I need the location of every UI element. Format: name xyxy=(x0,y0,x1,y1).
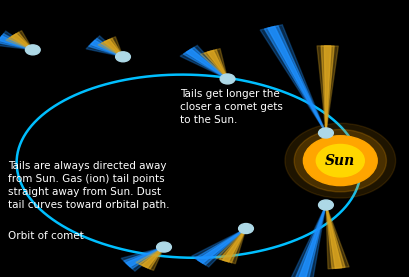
Polygon shape xyxy=(194,229,245,265)
Polygon shape xyxy=(180,45,227,79)
Polygon shape xyxy=(207,50,227,79)
Circle shape xyxy=(284,123,395,198)
Polygon shape xyxy=(124,247,164,269)
Circle shape xyxy=(303,136,376,186)
Polygon shape xyxy=(104,40,123,57)
Polygon shape xyxy=(183,47,227,79)
Polygon shape xyxy=(260,25,325,133)
Polygon shape xyxy=(324,46,330,133)
Polygon shape xyxy=(219,229,245,263)
Polygon shape xyxy=(6,31,33,50)
Polygon shape xyxy=(288,205,325,277)
Polygon shape xyxy=(222,229,245,262)
Polygon shape xyxy=(0,36,33,50)
Circle shape xyxy=(294,130,385,192)
Text: Sun: Sun xyxy=(324,154,355,168)
Polygon shape xyxy=(90,40,123,57)
Polygon shape xyxy=(200,48,227,79)
Circle shape xyxy=(156,242,171,252)
Polygon shape xyxy=(197,229,245,263)
Circle shape xyxy=(316,145,364,177)
Text: Tails get longer the
closer a comet gets
to the Sun.: Tails get longer the closer a comet gets… xyxy=(180,89,283,125)
Polygon shape xyxy=(135,247,164,270)
Circle shape xyxy=(238,224,253,234)
Polygon shape xyxy=(86,36,123,57)
Circle shape xyxy=(318,128,333,138)
Polygon shape xyxy=(320,46,333,133)
Polygon shape xyxy=(267,27,325,133)
Polygon shape xyxy=(9,32,33,50)
Polygon shape xyxy=(215,229,245,264)
Circle shape xyxy=(220,74,234,84)
Polygon shape xyxy=(325,205,344,268)
Polygon shape xyxy=(204,50,227,79)
Polygon shape xyxy=(11,34,33,50)
Polygon shape xyxy=(101,38,123,57)
Polygon shape xyxy=(0,34,33,50)
Polygon shape xyxy=(139,247,164,269)
Polygon shape xyxy=(98,37,123,57)
Polygon shape xyxy=(316,46,337,133)
Polygon shape xyxy=(186,49,227,79)
Polygon shape xyxy=(325,205,341,268)
Circle shape xyxy=(115,52,130,62)
Polygon shape xyxy=(0,31,33,50)
Polygon shape xyxy=(296,205,325,277)
Polygon shape xyxy=(121,247,164,271)
Polygon shape xyxy=(126,247,164,267)
Polygon shape xyxy=(191,229,245,267)
Polygon shape xyxy=(264,26,325,133)
Circle shape xyxy=(25,45,40,55)
Polygon shape xyxy=(292,205,325,277)
Circle shape xyxy=(318,200,333,210)
Polygon shape xyxy=(142,247,164,268)
Polygon shape xyxy=(88,39,123,57)
Polygon shape xyxy=(325,205,348,269)
Text: Orbit of comet: Orbit of comet xyxy=(8,231,84,241)
Text: Tails are always directed away
from Sun. Gas (ion) tail points
straight away fro: Tails are always directed away from Sun.… xyxy=(8,161,169,210)
